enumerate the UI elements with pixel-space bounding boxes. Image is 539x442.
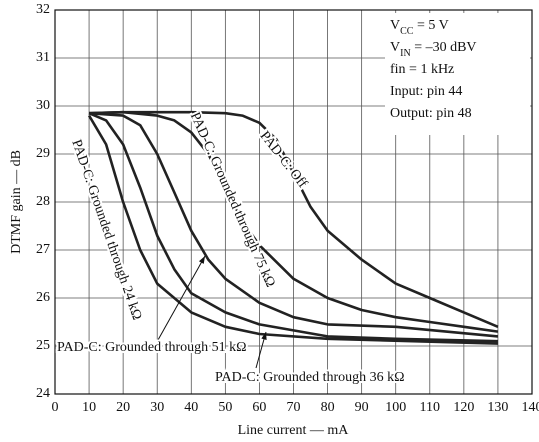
plot-frame: [54, 9, 533, 395]
x-tick-label: 50: [218, 400, 232, 415]
series-label: PAD-C: Off: [257, 129, 310, 192]
x-tick-label: 0: [52, 400, 59, 415]
x-tick-label: 70: [287, 400, 301, 415]
y-tick-label: 29: [36, 146, 50, 161]
x-tick-label: 140: [522, 400, 539, 415]
condition-part: = –30 dBV: [411, 40, 477, 55]
x-axis-label: Line current — mA: [238, 423, 350, 438]
y-tick-label: 32: [36, 2, 50, 17]
condition: Output: pin 48: [390, 106, 472, 121]
y-tick-label: 26: [36, 290, 50, 305]
x-tick-label: 60: [252, 400, 266, 415]
condition: fin = 1 kHz: [390, 62, 454, 77]
label-arrow: [157, 255, 206, 341]
y-tick-label: 28: [36, 194, 50, 209]
y-tick-label: 25: [36, 338, 50, 353]
x-tick-label: 110: [420, 400, 440, 415]
conditions-box: [385, 13, 530, 135]
y-tick-label: 27: [36, 242, 50, 257]
x-tick-label: 120: [453, 400, 474, 415]
condition: VIN = –30 dBV: [390, 40, 477, 59]
condition-part: = 5 V: [413, 18, 448, 33]
x-tick-label: 30: [150, 400, 164, 415]
y-tick-label: 31: [36, 50, 50, 65]
x-tick-label: 90: [355, 400, 369, 415]
condition-part: V: [390, 40, 400, 55]
x-tick-label: 40: [184, 400, 198, 415]
series-line: [87, 114, 498, 345]
condition-part: V: [390, 18, 400, 33]
y-axis-label: DTMF gain — dB: [9, 150, 24, 254]
condition-part: IN: [400, 48, 411, 59]
series-label: PAD-C: Grounded through 36 kΩ: [215, 370, 405, 385]
condition: VCC = 5 V: [390, 18, 449, 37]
series-line: [89, 110, 499, 328]
series-line: [89, 111, 499, 338]
arrow-head: [198, 256, 205, 264]
series-label: PAD-C: Grounded through 51 kΩ: [57, 340, 247, 355]
y-tick-label: 30: [36, 98, 50, 113]
series-line: [89, 110, 499, 333]
x-tick-label: 100: [385, 400, 406, 415]
arrow-head: [261, 332, 267, 340]
y-tick-label: 24: [36, 386, 50, 401]
x-tick-label: 10: [82, 400, 96, 415]
x-tick-label: 20: [116, 400, 130, 415]
series-line: [88, 112, 498, 343]
condition-part: CC: [400, 26, 414, 37]
condition: Input: pin 44: [390, 84, 462, 99]
x-tick-label: 130: [487, 400, 508, 415]
x-tick-label: 80: [321, 400, 335, 415]
